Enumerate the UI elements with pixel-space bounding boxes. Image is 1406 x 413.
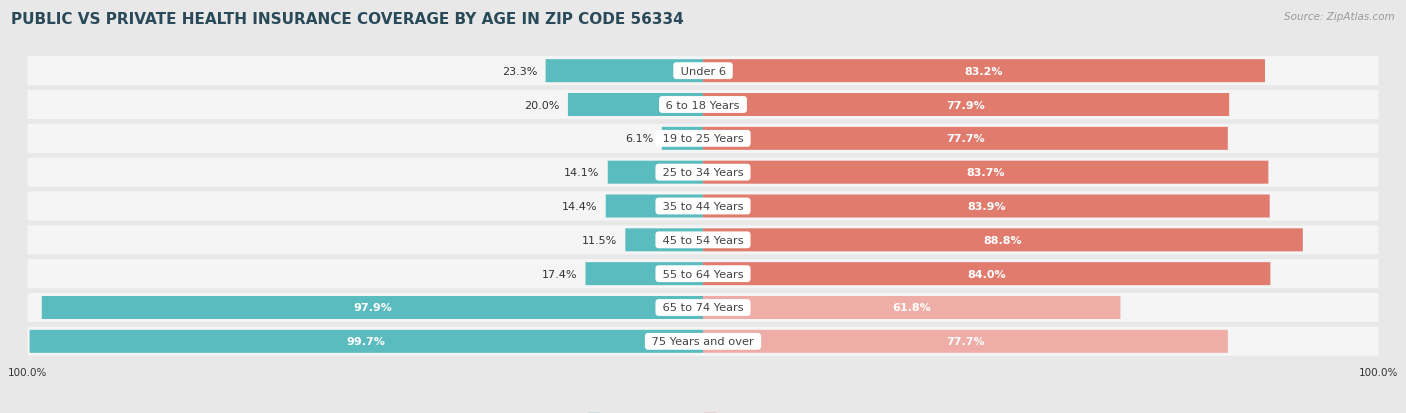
Text: 88.8%: 88.8%: [984, 235, 1022, 245]
Legend: Public Insurance, Private Insurance: Public Insurance, Private Insurance: [583, 408, 823, 413]
Text: 35 to 44 Years: 35 to 44 Years: [659, 202, 747, 211]
Text: 17.4%: 17.4%: [541, 269, 578, 279]
Text: 77.7%: 77.7%: [946, 337, 984, 347]
Text: 55 to 64 Years: 55 to 64 Years: [659, 269, 747, 279]
FancyBboxPatch shape: [662, 128, 703, 150]
Text: 61.8%: 61.8%: [893, 303, 931, 313]
Text: 14.1%: 14.1%: [564, 168, 599, 178]
Text: 77.7%: 77.7%: [946, 134, 984, 144]
FancyBboxPatch shape: [42, 296, 703, 319]
Text: 6 to 18 Years: 6 to 18 Years: [662, 100, 744, 110]
FancyBboxPatch shape: [28, 57, 1378, 86]
Text: 97.9%: 97.9%: [353, 303, 392, 313]
FancyBboxPatch shape: [28, 124, 1378, 154]
Text: 83.7%: 83.7%: [966, 168, 1005, 178]
FancyBboxPatch shape: [568, 94, 703, 117]
Text: 83.2%: 83.2%: [965, 66, 1004, 76]
FancyBboxPatch shape: [28, 293, 1378, 322]
FancyBboxPatch shape: [28, 327, 1378, 356]
FancyBboxPatch shape: [585, 263, 703, 285]
Text: 20.0%: 20.0%: [524, 100, 560, 110]
Text: Under 6: Under 6: [676, 66, 730, 76]
FancyBboxPatch shape: [28, 158, 1378, 187]
FancyBboxPatch shape: [703, 60, 1265, 83]
FancyBboxPatch shape: [703, 296, 1121, 319]
Text: 14.4%: 14.4%: [562, 202, 598, 211]
FancyBboxPatch shape: [606, 195, 703, 218]
Text: 75 Years and over: 75 Years and over: [648, 337, 758, 347]
Text: 99.7%: 99.7%: [347, 337, 385, 347]
Text: PUBLIC VS PRIVATE HEALTH INSURANCE COVERAGE BY AGE IN ZIP CODE 56334: PUBLIC VS PRIVATE HEALTH INSURANCE COVER…: [11, 12, 683, 27]
Text: 83.9%: 83.9%: [967, 202, 1005, 211]
FancyBboxPatch shape: [28, 192, 1378, 221]
FancyBboxPatch shape: [703, 161, 1268, 184]
Text: 77.9%: 77.9%: [946, 100, 986, 110]
FancyBboxPatch shape: [546, 60, 703, 83]
FancyBboxPatch shape: [28, 259, 1378, 289]
FancyBboxPatch shape: [703, 263, 1271, 285]
FancyBboxPatch shape: [30, 330, 703, 353]
Text: 19 to 25 Years: 19 to 25 Years: [659, 134, 747, 144]
FancyBboxPatch shape: [703, 94, 1229, 117]
Text: 23.3%: 23.3%: [502, 66, 537, 76]
Text: Source: ZipAtlas.com: Source: ZipAtlas.com: [1284, 12, 1395, 22]
Text: 25 to 34 Years: 25 to 34 Years: [659, 168, 747, 178]
Text: 45 to 54 Years: 45 to 54 Years: [659, 235, 747, 245]
FancyBboxPatch shape: [28, 226, 1378, 255]
Text: 6.1%: 6.1%: [626, 134, 654, 144]
FancyBboxPatch shape: [703, 128, 1227, 150]
FancyBboxPatch shape: [703, 330, 1227, 353]
Text: 65 to 74 Years: 65 to 74 Years: [659, 303, 747, 313]
Text: 11.5%: 11.5%: [582, 235, 617, 245]
FancyBboxPatch shape: [607, 161, 703, 184]
Text: 84.0%: 84.0%: [967, 269, 1007, 279]
FancyBboxPatch shape: [703, 229, 1303, 252]
FancyBboxPatch shape: [703, 195, 1270, 218]
FancyBboxPatch shape: [28, 91, 1378, 120]
FancyBboxPatch shape: [626, 229, 703, 252]
